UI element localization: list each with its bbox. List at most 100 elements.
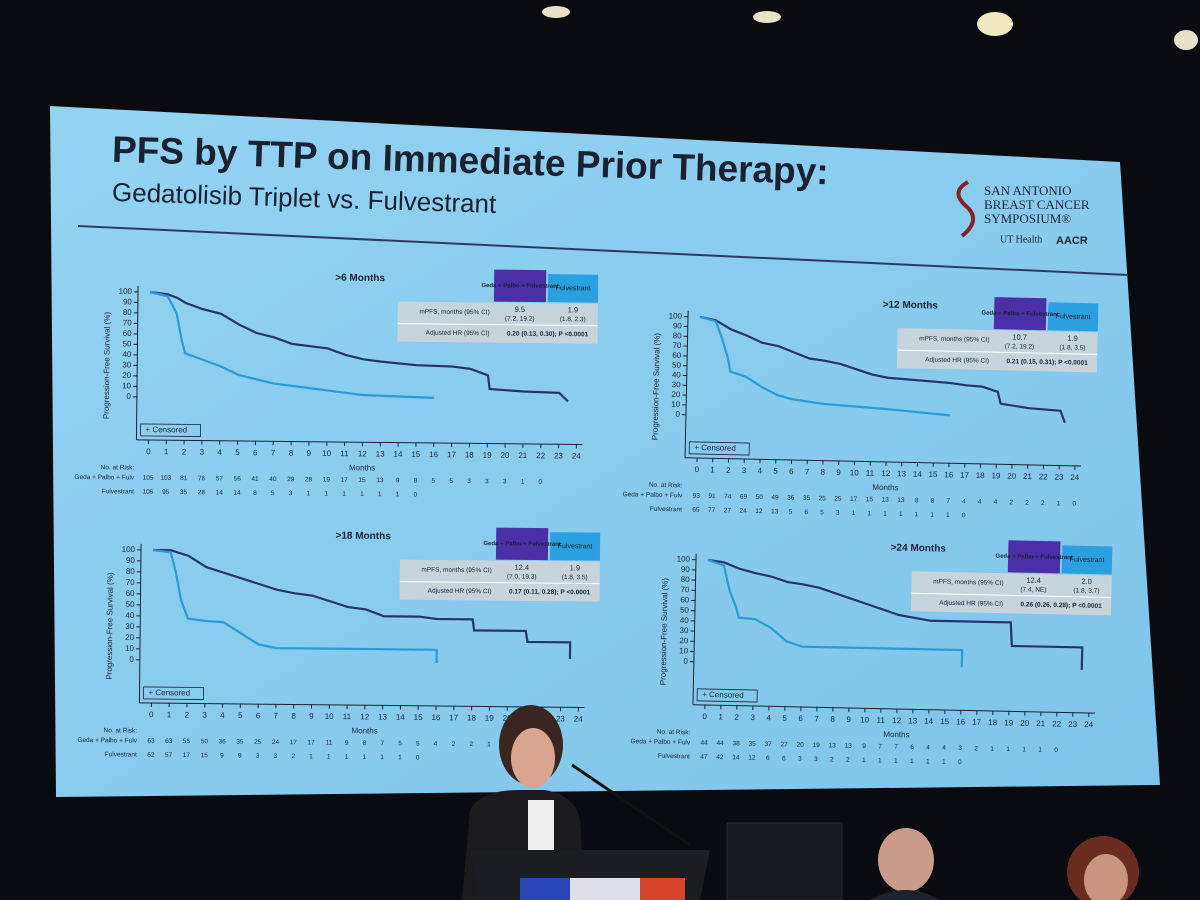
- y-tick-label: 0: [675, 410, 680, 419]
- risk-count: 5: [432, 478, 436, 485]
- x-tick-label: 10: [860, 715, 870, 724]
- risk-count: 1: [342, 491, 346, 498]
- x-tick-label: 22: [1039, 472, 1049, 481]
- risk-count: 15: [358, 477, 366, 484]
- risk-count: 13: [828, 742, 836, 749]
- header-geda: [495, 527, 549, 561]
- risk-count: 7: [878, 743, 882, 750]
- y-tick-label: 100: [669, 311, 683, 320]
- y-tick-label: 80: [681, 575, 691, 584]
- risk-count: 27: [780, 741, 788, 748]
- x-tick-label: 23: [1054, 473, 1064, 482]
- risk-count: 57: [216, 475, 224, 482]
- risk-label: Geda + Palbo + Fulv: [623, 491, 684, 499]
- x-tick-label: 8: [820, 468, 825, 477]
- risk-label: Geda + Palbo + Fulv: [77, 737, 137, 745]
- risk-count: 5: [398, 740, 402, 747]
- table-cell: 10.7: [1012, 333, 1027, 342]
- table-cell: 9.5: [515, 305, 526, 314]
- column-header: Geda + Palbo + Fulvestrant: [481, 283, 558, 290]
- risk-count: 17: [850, 496, 858, 503]
- x-tick-label: 21: [518, 451, 528, 460]
- x-tick-label: 7: [274, 711, 279, 720]
- risk-count: 2: [1041, 500, 1045, 507]
- risk-count: 8: [253, 490, 257, 497]
- x-tick-label: 8: [830, 715, 835, 724]
- risk-count: 19: [812, 742, 820, 749]
- risk-count: 4: [962, 498, 966, 505]
- risk-count: 1: [362, 754, 366, 761]
- survival-curve: [149, 290, 435, 399]
- x-tick-label: 3: [200, 448, 205, 457]
- risk-count: 1: [1006, 746, 1010, 753]
- x-tick-label: 19: [483, 451, 493, 460]
- table-body: [896, 328, 1098, 373]
- header-fulv: [549, 532, 601, 561]
- risk-count: 0: [962, 512, 966, 519]
- x-tick-label: 2: [182, 447, 187, 456]
- risk-count: 49: [771, 494, 779, 501]
- legend-box: [696, 688, 758, 703]
- header-fulv: [1061, 545, 1113, 575]
- table-cell: 0.26 (0.26, 0.28); P <0.0001: [1020, 601, 1102, 610]
- risk-count: 1: [1022, 746, 1026, 753]
- y-tick-label: 60: [672, 351, 682, 360]
- risk-count: 63: [165, 738, 173, 745]
- x-tick-label: 24: [572, 452, 582, 461]
- column-header: Fulvestrant: [1070, 556, 1105, 564]
- risk-count: 42: [716, 754, 724, 761]
- x-axis: [685, 457, 1081, 467]
- risk-count: 1: [324, 491, 328, 498]
- risk-count: 3: [274, 753, 278, 760]
- x-tick-label: 23: [556, 714, 566, 723]
- x-tick-label: 2: [726, 466, 731, 475]
- table-cell: 0.20 (0.13, 0.30); P <0.0001: [507, 330, 589, 338]
- y-tick-label: 100: [122, 545, 136, 554]
- risk-count: 3: [814, 756, 818, 763]
- risk-heading: No. at Risk:: [649, 482, 683, 490]
- table-cell: (1.8, 3.7): [1073, 587, 1099, 595]
- risk-count: 63: [147, 738, 155, 745]
- table-cell: 0.17 (0.11, 0.28); P <0.0001: [509, 588, 590, 596]
- y-tick-label: 10: [125, 644, 135, 653]
- x-tick-label: 0: [146, 447, 151, 456]
- x-tick-label: 5: [235, 448, 240, 457]
- risk-count: 36: [787, 495, 795, 502]
- risk-count: 3: [836, 510, 840, 517]
- legend-text: + Censored: [146, 425, 188, 434]
- y-tick-label: 40: [672, 370, 682, 379]
- risk-count: 47: [700, 754, 708, 761]
- risk-count: 9: [238, 753, 242, 760]
- logo-text: BREAST CANCER: [984, 197, 1090, 212]
- risk-count: 77: [708, 507, 716, 514]
- x-tick-label: 6: [789, 467, 794, 476]
- risk-count: 28: [198, 489, 206, 496]
- risk-count: 9: [345, 740, 349, 747]
- panel-desk: [726, 822, 1139, 900]
- y-axis: [684, 310, 689, 458]
- y-tick-label: 80: [673, 331, 683, 340]
- table-cell: (1.8, 3.5): [562, 574, 588, 581]
- table-body: [910, 571, 1112, 616]
- y-axis-label: Progression-Free Survival (%): [102, 312, 112, 420]
- podium: [470, 763, 710, 900]
- y-tick-label: 30: [680, 626, 690, 635]
- risk-count: 1: [327, 754, 331, 761]
- risk-count: 37: [764, 741, 772, 748]
- row-label: Adjusted HR (95% CI): [426, 330, 490, 338]
- row-label: mPFS, months (95% CI): [419, 309, 490, 317]
- logo-text: SYMPOSIUM®: [984, 211, 1071, 226]
- risk-count: 5: [820, 509, 824, 516]
- x-tick-label: 6: [253, 448, 258, 457]
- risk-count: 5: [416, 740, 420, 747]
- x-tick-label: 21: [1036, 719, 1046, 728]
- x-tick-label: 9: [836, 468, 841, 477]
- x-tick-label: 12: [360, 712, 370, 721]
- risk-label: Fulvestrant: [650, 506, 682, 514]
- risk-count: 35: [236, 739, 244, 746]
- risk-count: 4: [994, 499, 998, 506]
- header-geda: [993, 297, 1047, 331]
